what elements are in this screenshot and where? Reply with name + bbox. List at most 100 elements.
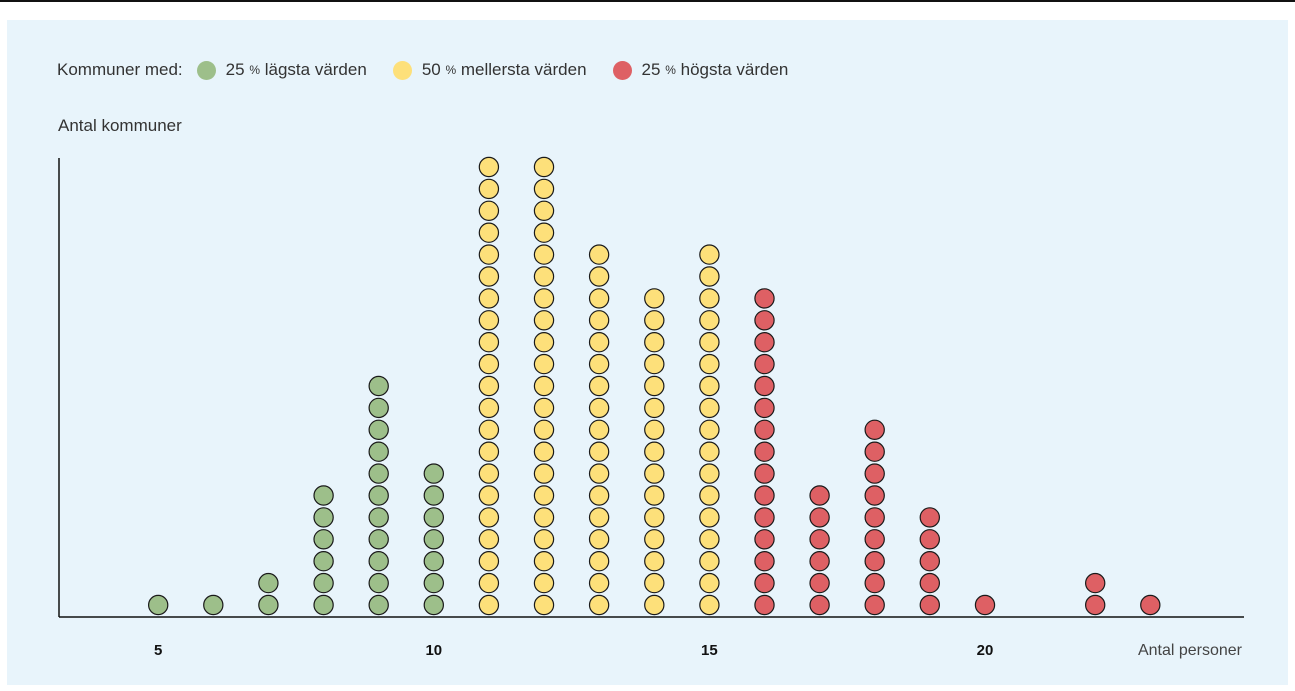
dot-x16-15 <box>754 288 775 309</box>
dot-x18-9 <box>864 419 885 440</box>
dot-x22-1 <box>1084 594 1106 616</box>
dot-x13-12 <box>588 353 610 375</box>
dot-x15-5 <box>699 507 720 528</box>
dot-x15-12 <box>699 353 720 375</box>
dot-x18-7 <box>864 463 885 484</box>
dot-x15-9 <box>699 419 720 440</box>
dot-x12-12 <box>533 353 555 375</box>
dot-x11-14 <box>478 310 500 331</box>
dot-x9-3 <box>368 551 389 572</box>
dot-x11-6 <box>478 485 500 506</box>
dot-x14-15 <box>644 288 665 309</box>
dot-x14-13 <box>644 332 665 353</box>
dot-x13-13 <box>588 332 610 353</box>
dot-x16-4 <box>754 529 775 550</box>
dot-x9-8 <box>368 441 389 462</box>
legend-swatch-mid <box>392 60 412 80</box>
dot-x8-5 <box>313 507 334 528</box>
legend-item-mid: 50 % mellersta värden <box>392 60 587 80</box>
dot-x22-2 <box>1084 572 1106 594</box>
dot-x9-2 <box>368 572 389 594</box>
legend-item-low: 25 % lägsta värden <box>196 60 367 80</box>
dot-x12-9 <box>533 419 555 440</box>
dot-x13-11 <box>588 375 610 397</box>
dot-x14-10 <box>644 397 665 419</box>
dot-x11-8 <box>478 441 500 462</box>
dot-x15-2 <box>699 572 720 594</box>
dot-x14-11 <box>644 375 665 397</box>
dot-x13-4 <box>588 529 610 550</box>
dot-x12-18 <box>533 222 555 243</box>
legend: Kommuner med: 25 % lägsta värden 50 % me… <box>57 58 814 82</box>
dot-x16-2 <box>754 572 775 594</box>
dot-x16-1 <box>754 594 775 616</box>
dot-x14-9 <box>644 419 665 440</box>
dot-x15-14 <box>699 310 720 331</box>
legend-mid-text: mellersta värden <box>460 60 587 79</box>
dot-x17-1 <box>809 594 830 616</box>
dot-x8-3 <box>313 551 334 572</box>
dot-x11-5 <box>478 507 500 528</box>
dot-x16-10 <box>754 397 775 419</box>
dot-x13-9 <box>588 419 610 440</box>
dot-x12-14 <box>533 310 555 331</box>
dot-x18-5 <box>864 507 885 528</box>
dot-x18-1 <box>864 594 885 616</box>
dot-x14-1 <box>644 594 665 616</box>
dot-x11-15 <box>478 288 500 309</box>
dot-x16-8 <box>754 441 775 462</box>
dot-x18-8 <box>864 441 885 462</box>
dot-x18-6 <box>864 485 885 506</box>
legend-high-text: högsta värden <box>680 60 789 79</box>
dot-x12-11 <box>533 375 555 397</box>
dot-x15-13 <box>699 332 720 353</box>
dot-x15-16 <box>699 266 720 287</box>
dot-x9-10 <box>368 397 389 419</box>
dot-x11-9 <box>478 419 500 440</box>
dot-x10-1 <box>423 594 444 616</box>
dot-x17-6 <box>809 485 830 506</box>
dot-x9-6 <box>368 485 389 506</box>
dot-x15-6 <box>699 485 720 506</box>
legend-swatch-high <box>612 60 632 80</box>
dot-x14-2 <box>644 572 665 594</box>
dot-x12-5 <box>533 507 555 528</box>
dot-x17-3 <box>809 551 830 572</box>
legend-mid-pct: % <box>445 63 457 77</box>
dot-x13-5 <box>588 507 610 528</box>
dot-x19-3 <box>919 551 941 572</box>
dot-x15-4 <box>699 529 720 550</box>
dot-x7-2 <box>258 572 279 594</box>
dot-x18-4 <box>864 529 885 550</box>
legend-mid-value: 50 <box>421 60 441 79</box>
x-tick-label-15: 15 <box>701 642 718 659</box>
dot-x20-1 <box>974 594 996 616</box>
dot-x17-5 <box>809 507 830 528</box>
dot-x18-3 <box>864 551 885 572</box>
dot-x13-8 <box>588 441 610 462</box>
legend-low-text: lägsta värden <box>264 60 367 79</box>
dot-x12-8 <box>533 441 555 462</box>
dot-x10-4 <box>423 529 444 550</box>
dot-x13-17 <box>588 244 610 265</box>
dot-x14-4 <box>644 529 665 550</box>
dot-x16-5 <box>754 507 775 528</box>
dot-x6-1 <box>203 594 224 616</box>
dot-x15-17 <box>699 244 720 265</box>
dot-x16-13 <box>754 332 775 353</box>
dot-x11-10 <box>478 397 500 419</box>
dot-x14-3 <box>644 551 665 572</box>
dot-x12-19 <box>533 200 555 221</box>
dot-x13-3 <box>588 551 610 572</box>
dot-x11-12 <box>478 353 500 375</box>
chart-panel <box>7 20 1288 685</box>
dot-x17-4 <box>809 529 830 550</box>
dot-x12-1 <box>533 594 555 616</box>
dot-x11-21 <box>478 156 500 178</box>
top-rule <box>0 0 1295 2</box>
dot-x16-11 <box>754 375 775 397</box>
dot-x13-1 <box>588 594 610 616</box>
dot-x10-3 <box>423 551 444 572</box>
dot-x19-1 <box>919 594 941 616</box>
x-tick-label-10: 10 <box>425 642 442 659</box>
